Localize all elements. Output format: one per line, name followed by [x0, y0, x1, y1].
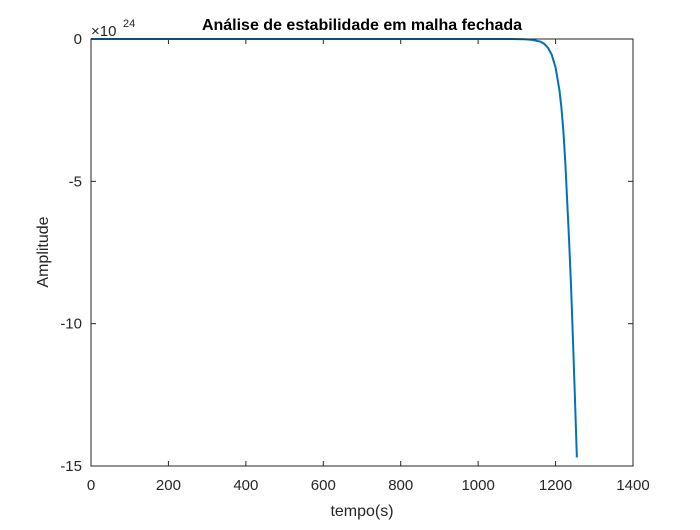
- x-tick-label: 400: [233, 477, 258, 494]
- x-tick-label: 600: [311, 477, 336, 494]
- y-tick-label: -10: [60, 316, 82, 333]
- axes-box: [90, 38, 634, 467]
- y-exponent-base: ×10: [91, 23, 116, 40]
- x-tick-label: 1000: [461, 477, 494, 494]
- y-tick-label: -5: [69, 173, 82, 190]
- x-tick-label: 1400: [616, 477, 649, 494]
- y-tick-label: -15: [60, 458, 82, 475]
- x-axis-title: tempo(s): [330, 503, 393, 520]
- y-exponent-power: 24: [123, 18, 135, 30]
- y-tick-label: 0: [74, 31, 82, 48]
- y-axis-exponent: ×10 24: [91, 18, 135, 40]
- x-tick-label: 0: [87, 477, 95, 494]
- chart-title: Análise de estabilidade em malha fechada: [202, 17, 522, 34]
- plot-area: [91, 39, 633, 466]
- x-tick-label: 200: [156, 477, 181, 494]
- ticks-layer: 0 200 400 600 800 1000 1200 1400 0 -5 -10 -15: [60, 31, 649, 494]
- x-tick-label: 800: [388, 477, 413, 494]
- y-axis-title: Amplitude: [35, 216, 52, 287]
- x-tick-label: 1200: [539, 477, 572, 494]
